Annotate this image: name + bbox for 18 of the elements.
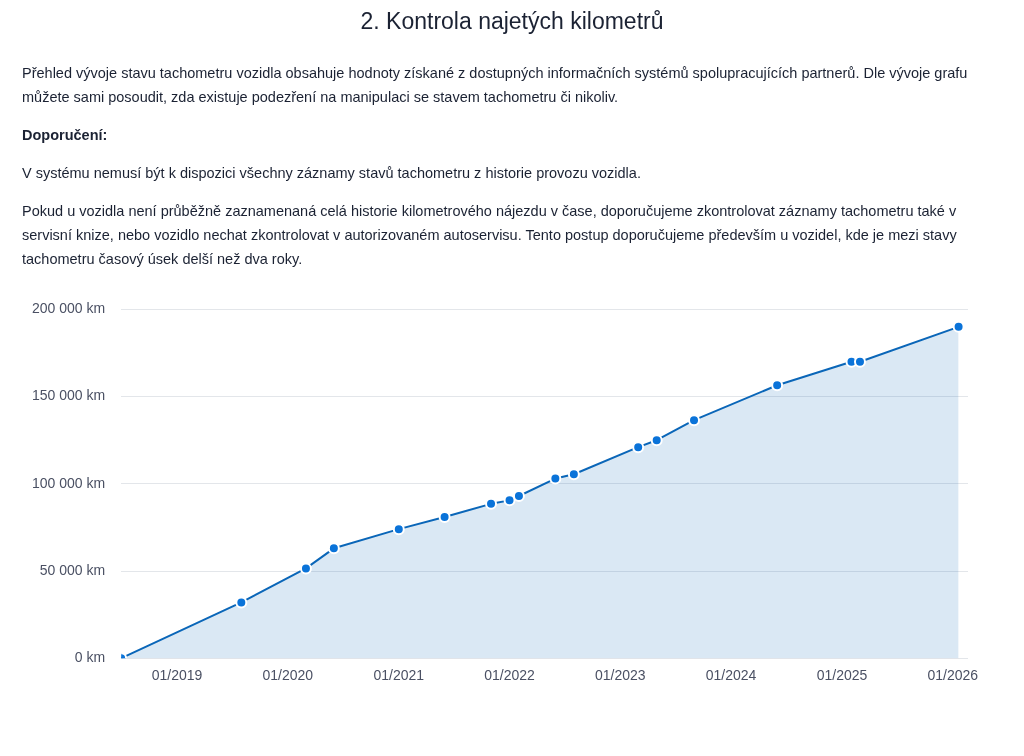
x-tick-label: 01/2020 [262,667,314,684]
x-tick-label: 01/2021 [373,667,425,684]
text: V systému nemusí být k dispozici všechny záznamy stavů tachometru z historie provozu vozidla. [22,164,642,183]
y-tick-label: 0 km [74,649,106,666]
chart-title: 2. Kontrola najetých kilometrů [359,8,665,35]
x-tick-label: 01/2022 [484,667,536,684]
x-tick-label: 01/2024 [705,667,757,684]
text: Doporučení: [22,126,109,145]
chart-subtitle: Přehled vývoje stavu tachometru vozidla obsahuje hodnoty získané z dostupných informačních systémů spolupracujících partnerů. Dle vývoje grafu můžete sami posoudit, zda existuje podezření na manipulaci se stavem tachometru či nikoliv. [22,64,969,107]
x-tick-label: 01/2026 [927,667,979,684]
x-tick-label: 01/2019 [151,667,203,684]
x-tick-label: 01/2025 [816,667,868,684]
y-tick-label: 100 000 km [31,474,106,491]
text: Pokud u vozidla není průběžně zaznamenaná celá historie kilometrového nájezdu v čase, doporučujeme zkontrolovat záznamy tachometru také v servisní knize, nebo vozidlo nechat zkontrolovat v autorizovaném autoservisu. Tento postup doporučujeme především u vozidel, kde je mezi stavy tachometru časový úsek delší než dva roky. [22,202,958,269]
y-tick-label: 50 000 km [39,561,106,578]
y-tick-label: 200 000 km [31,300,106,317]
x-tick-label: 01/2023 [594,667,646,684]
y-tick-label: 150 000 km [31,387,106,404]
